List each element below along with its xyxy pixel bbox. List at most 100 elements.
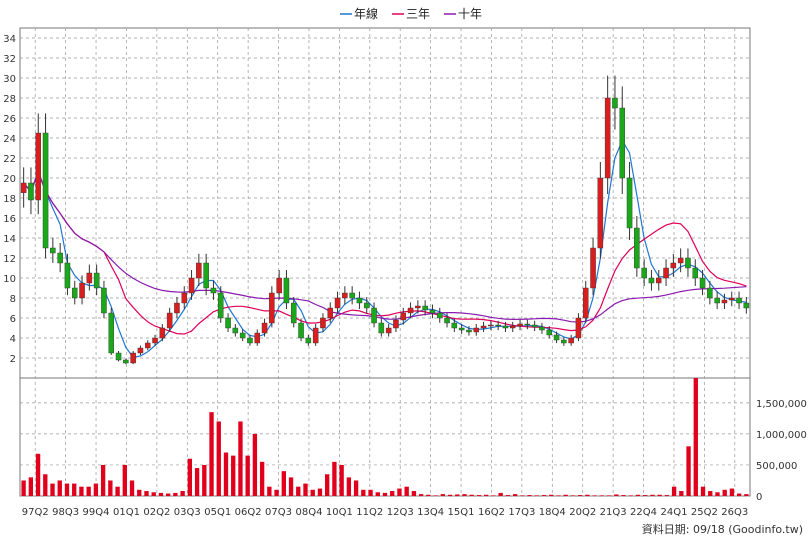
candle [130, 351, 136, 365]
candle [152, 334, 158, 346]
volume-bar [151, 492, 156, 496]
x-tick-label: 18Q4 [539, 507, 566, 518]
volume-bar [390, 491, 395, 496]
candle-body [101, 287, 107, 314]
candle [714, 291, 720, 309]
candle-body [349, 292, 355, 299]
volume-bar [368, 489, 373, 496]
candle-body [480, 325, 487, 329]
volume-bar [563, 494, 568, 496]
candle [50, 237, 56, 263]
x-tick-label: 06Q2 [235, 507, 262, 518]
volume-bar [650, 494, 655, 496]
candle [699, 270, 706, 296]
volume-bar [404, 486, 409, 496]
volume-bar [643, 495, 648, 496]
candle-body [327, 307, 334, 319]
candle [677, 248, 684, 273]
price-tick-label: 24 [3, 134, 16, 145]
candle [35, 113, 42, 215]
candle-body [210, 287, 217, 294]
candle [93, 264, 100, 296]
candle-body [429, 309, 436, 314]
candle-body [203, 262, 209, 289]
volume-bar [729, 488, 735, 496]
candle-body [247, 337, 253, 344]
x-tick-label: 13Q4 [417, 507, 444, 518]
volume-bar [520, 495, 525, 496]
volume-bar [35, 453, 41, 496]
candle [166, 307, 173, 332]
volume-bar [353, 480, 359, 496]
volume-bar [137, 489, 142, 496]
volume-bar [433, 495, 438, 496]
candle-body [597, 177, 604, 249]
volume-bar [267, 486, 272, 496]
candle-body [648, 277, 655, 284]
candle-body [517, 323, 523, 327]
candle [429, 304, 436, 319]
candle-body [115, 352, 122, 361]
volume-bar [325, 474, 330, 496]
candle [254, 329, 261, 346]
volume-bar [72, 483, 77, 496]
volume-bar [628, 495, 633, 496]
candle-body [320, 317, 326, 329]
candle [568, 334, 574, 346]
candle-body [407, 307, 414, 314]
candle [283, 270, 290, 309]
candle-body [50, 247, 56, 254]
candle-body [714, 297, 720, 304]
candle-body [159, 327, 166, 339]
volume-bar [28, 477, 34, 496]
candle-body [93, 272, 100, 289]
candle-body [86, 272, 93, 284]
candle-body [385, 327, 392, 334]
x-tick-label: 10Q1 [326, 507, 353, 518]
candle [385, 324, 392, 337]
candle [488, 320, 494, 331]
candle-body [174, 302, 180, 314]
source-note: 資料日期: 09/18 (Goodinfo.tw) [642, 522, 803, 536]
volume-bar [440, 494, 445, 496]
candle-body [728, 297, 735, 301]
candle [217, 286, 224, 323]
candle-body [590, 247, 596, 289]
candle-body [144, 342, 151, 349]
x-tick-label: 02Q2 [143, 507, 170, 518]
candle [28, 167, 34, 215]
candle-body [188, 277, 195, 294]
candle-body [28, 182, 34, 201]
volume-bar [332, 461, 337, 496]
volume-bar [166, 493, 171, 496]
candle [378, 318, 385, 337]
candle [86, 264, 93, 291]
price-tick-label: 18 [3, 194, 16, 205]
volume-bar [693, 378, 698, 496]
candle [597, 162, 604, 259]
candle [349, 286, 355, 305]
candle-body [79, 282, 85, 299]
volume-bar [180, 491, 185, 496]
candle [692, 259, 699, 286]
candle-body [524, 323, 531, 326]
candle [312, 324, 319, 346]
volume-bar [194, 468, 200, 496]
candle [575, 313, 582, 342]
volume-bar [664, 495, 670, 496]
candle [174, 297, 180, 319]
volume-bar [498, 492, 503, 496]
candle [232, 324, 239, 337]
candle [400, 307, 407, 325]
candle [225, 313, 231, 332]
price-tick-label: 26 [3, 114, 16, 125]
candle-body [509, 325, 516, 329]
volume-bar [129, 480, 135, 496]
candle [480, 321, 487, 332]
x-tick-label: 05Q1 [204, 507, 231, 518]
candle [393, 315, 399, 332]
candle [342, 286, 348, 305]
volume-bar [549, 494, 554, 496]
